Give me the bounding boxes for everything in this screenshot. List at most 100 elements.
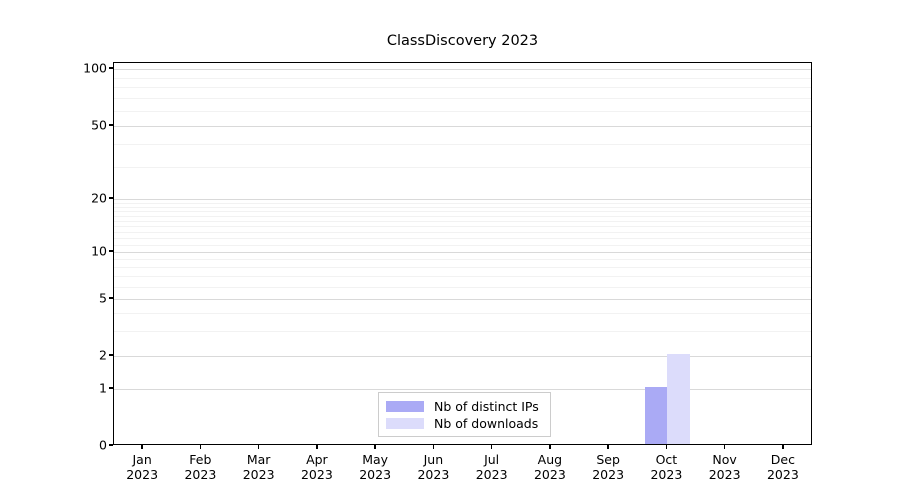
y-axis-tick-mark	[109, 297, 113, 299]
x-axis-tick-month: Nov	[712, 452, 737, 467]
chart-legend: Nb of distinct IPs Nb of downloads	[378, 392, 551, 437]
x-axis-tick-mark	[549, 445, 551, 449]
bar	[667, 354, 691, 444]
x-axis-tick-month: Jul	[484, 452, 500, 467]
gridline-major	[114, 252, 811, 253]
gridline-major	[114, 199, 811, 200]
x-axis-tick-month: Jan	[132, 452, 152, 467]
x-axis-tick-year: 2023	[650, 467, 683, 482]
y-axis-tick-mark	[109, 67, 113, 69]
x-axis-tick-mark	[490, 445, 493, 449]
x-axis-tick-year: 2023	[708, 467, 741, 482]
bar	[644, 387, 668, 444]
x-axis-tick-month: Oct	[655, 452, 678, 467]
x-axis-tick-month: Sep	[596, 452, 620, 467]
y-axis-tick-label: 100	[83, 60, 107, 76]
x-axis-tick-label: Dec 2023	[743, 452, 823, 482]
x-axis-tick-label: Jun 2023	[393, 452, 473, 482]
x-axis-tick-month: Feb	[189, 452, 212, 467]
x-axis-tick-mark	[199, 445, 202, 449]
x-axis-tick-label: Jul 2023	[452, 452, 532, 482]
y-axis-tick-label: 2	[99, 347, 107, 363]
x-axis-tick-mark	[316, 445, 318, 449]
chart-title: ClassDiscovery 2023	[386, 33, 539, 49]
x-axis-tick-month: Jun	[423, 452, 444, 467]
legend-swatch-icon	[386, 401, 424, 412]
x-axis-tick-month: May	[362, 452, 389, 467]
gridline-minor	[114, 207, 811, 209]
gridline-minor	[114, 276, 811, 278]
x-axis-tick-year: 2023	[242, 467, 275, 482]
gridline-minor	[114, 312, 811, 314]
gridline-minor	[114, 238, 811, 240]
y-axis: 0 1 2 5 10 20 50 100	[62, 0, 107, 500]
gridline-minor	[114, 259, 811, 261]
x-axis-tick-label: Feb 2023	[160, 452, 240, 482]
x-axis-tick-label: May 2023	[335, 452, 415, 482]
x-axis-tick-label: Mar 2023	[219, 452, 299, 482]
legend-item: Nb of downloads	[379, 415, 550, 432]
x-axis-tick-year: 2023	[126, 467, 159, 482]
gridline-major	[114, 69, 811, 70]
x-axis-tick-mark	[665, 445, 668, 449]
x-axis-tick-mark	[257, 445, 260, 449]
bars-layer	[114, 63, 811, 444]
y-axis-tick-label: 5	[99, 290, 107, 306]
gridline-minor	[114, 202, 811, 204]
x-axis-tick-label: Nov 2023	[685, 452, 765, 482]
x-axis-tick-year: 2023	[184, 467, 217, 482]
x-axis-tick-month: Dec	[770, 452, 795, 467]
x-axis-tick-year: 2023	[475, 467, 508, 482]
y-axis-tick-mark	[109, 250, 113, 252]
x-axis-tick-year: 2023	[359, 467, 392, 482]
x-axis-tick-mark	[374, 445, 376, 449]
x-axis-tick-month: Apr	[306, 452, 328, 467]
x-axis-tick-year: 2023	[592, 467, 625, 482]
gridline-minor	[114, 244, 811, 246]
plot-area	[113, 62, 812, 445]
gridline-major	[114, 299, 811, 300]
gridline-minor	[114, 98, 811, 100]
gridline-minor	[114, 226, 811, 228]
legend-swatch-icon	[386, 418, 424, 429]
x-axis-tick-label: Jan 2023	[102, 452, 182, 482]
x-axis-tick-mark	[723, 445, 726, 449]
legend-label: Nb of downloads	[434, 416, 539, 431]
y-axis-tick-mark	[109, 387, 113, 389]
y-axis-tick-label: 1	[99, 380, 107, 396]
x-axis-tick-mark	[782, 445, 784, 449]
gridline-major	[114, 126, 811, 127]
y-axis-tick-label: 20	[91, 190, 107, 206]
y-axis-tick-label: 10	[91, 243, 107, 259]
gridline-major	[114, 356, 811, 357]
y-axis-tick-label: 50	[91, 117, 107, 133]
legend-label: Nb of distinct IPs	[434, 399, 539, 414]
x-axis-tick-year: 2023	[417, 467, 450, 482]
x-axis-tick-mark	[432, 445, 435, 449]
legend-item: Nb of distinct IPs	[379, 398, 550, 415]
x-axis-tick-mark	[607, 445, 609, 449]
x-axis-tick-label: Aug 2023	[510, 452, 590, 482]
gridline-minor	[114, 220, 811, 222]
gridline-minor	[114, 216, 811, 218]
x-axis-tick-year: 2023	[766, 467, 799, 482]
gridline-minor	[114, 143, 811, 145]
x-axis-tick-label: Apr 2023	[277, 452, 357, 482]
y-axis-tick-mark	[109, 444, 113, 446]
gridline-minor	[114, 77, 811, 79]
y-axis-tick-label: 0	[99, 437, 107, 453]
gridline-minor	[114, 286, 811, 288]
y-axis-tick-mark	[109, 197, 113, 199]
x-axis-tick-year: 2023	[533, 467, 566, 482]
gridline-minor	[114, 231, 811, 233]
gridline-minor	[114, 330, 811, 332]
x-axis-tick-month: Mar	[246, 452, 271, 467]
x-axis-tick-mark	[141, 445, 143, 449]
x-axis-tick-year: 2023	[300, 467, 333, 482]
gridline-major	[114, 389, 811, 390]
gridline-minor	[114, 267, 811, 269]
y-axis-tick-mark	[109, 124, 113, 126]
gridline-minor	[114, 166, 811, 168]
x-axis-tick-label: Oct 2023	[626, 452, 706, 482]
